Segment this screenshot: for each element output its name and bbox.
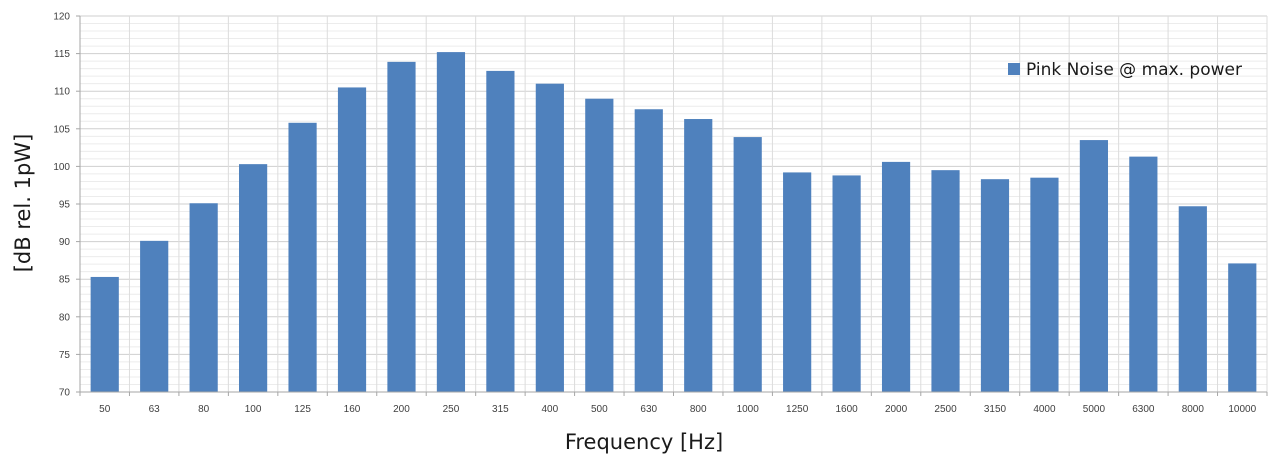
x-tick-label: 50 xyxy=(99,404,111,415)
x-tick-label: 315 xyxy=(492,404,509,415)
y-axis-title: [dB rel. 1pW] xyxy=(11,134,35,273)
x-tick-label: 1000 xyxy=(737,404,760,415)
x-tick-label: 80 xyxy=(198,404,210,415)
legend: Pink Noise @ max. power xyxy=(1008,60,1242,80)
y-tick-label: 120 xyxy=(53,12,70,23)
x-tick-label: 8000 xyxy=(1182,404,1205,415)
x-tick-label: 250 xyxy=(443,404,460,415)
x-tick-label: 2500 xyxy=(934,404,957,415)
bar-8000 xyxy=(1178,206,1207,392)
x-tick-label: 6300 xyxy=(1132,404,1155,415)
bar-630 xyxy=(634,109,663,393)
x-tick-label: 4000 xyxy=(1033,404,1056,415)
bars-layer xyxy=(90,52,1257,393)
x-tick-label: 63 xyxy=(149,404,161,415)
y-tick-label: 85 xyxy=(59,275,71,286)
bar-400 xyxy=(535,83,564,393)
bar-3150 xyxy=(980,179,1010,392)
bar-1000 xyxy=(733,137,762,392)
y-tick-label: 75 xyxy=(59,350,71,361)
bar-4000 xyxy=(1030,177,1059,392)
x-tick-label: 200 xyxy=(393,404,410,415)
x-tick-label: 3150 xyxy=(984,404,1007,415)
x-tick-label: 1600 xyxy=(835,404,858,415)
x-tick-labels: 50 63 80 100 125 160 200 250 315 400 500 630 800 1000… xyxy=(99,404,1256,415)
axis-layer xyxy=(76,15,1268,396)
x-tick-label: 2000 xyxy=(885,404,908,415)
grid-layer xyxy=(79,15,1268,393)
bar-2500 xyxy=(931,170,960,392)
legend-swatch xyxy=(1008,63,1020,75)
bar-1600 xyxy=(832,175,861,392)
bar-6300 xyxy=(1129,156,1158,392)
x-tick-label: 500 xyxy=(591,404,608,415)
x-tick-label: 800 xyxy=(690,404,707,415)
legend-label: Pink Noise @ max. power xyxy=(1026,60,1242,80)
y-tick-label: 110 xyxy=(54,87,70,98)
y-tick-label: 105 xyxy=(53,124,70,135)
bar-200 xyxy=(387,61,416,392)
x-tick-label: 400 xyxy=(542,404,559,415)
bar-315 xyxy=(486,70,515,392)
x-tick-label: 10000 xyxy=(1228,404,1256,415)
bar-10000 xyxy=(1228,263,1257,392)
bar-5000 xyxy=(1079,140,1108,392)
bar-80 xyxy=(189,203,218,392)
y-tick-label: 100 xyxy=(53,162,70,173)
bar-63 xyxy=(140,240,169,392)
bar-250 xyxy=(436,52,466,392)
bar-100 xyxy=(239,164,268,392)
x-tick-label: 160 xyxy=(344,404,361,415)
y-tick-label: 90 xyxy=(59,237,71,248)
bar-125 xyxy=(288,122,317,392)
y-tick-label: 115 xyxy=(54,49,70,60)
y-tick-label: 70 xyxy=(59,388,71,399)
y-tick-label: 95 xyxy=(59,200,71,211)
x-tick-label: 1250 xyxy=(786,404,809,415)
y-tick-labels: 70 75 80 85 90 95 100 105 110 115 120 xyxy=(53,12,70,399)
x-tick-label: 630 xyxy=(640,404,657,415)
bar-160 xyxy=(337,87,367,392)
bar-800 xyxy=(684,119,713,393)
x-tick-label: 100 xyxy=(245,404,262,415)
bar-2000 xyxy=(881,161,911,392)
bar-50 xyxy=(90,276,119,392)
bar-500 xyxy=(585,98,614,392)
x-tick-label: 5000 xyxy=(1083,404,1106,415)
x-tick-label: 125 xyxy=(294,404,311,415)
x-axis-title: Frequency [Hz] xyxy=(565,430,723,454)
y-tick-label: 80 xyxy=(59,312,71,323)
bar-1250 xyxy=(783,172,812,392)
